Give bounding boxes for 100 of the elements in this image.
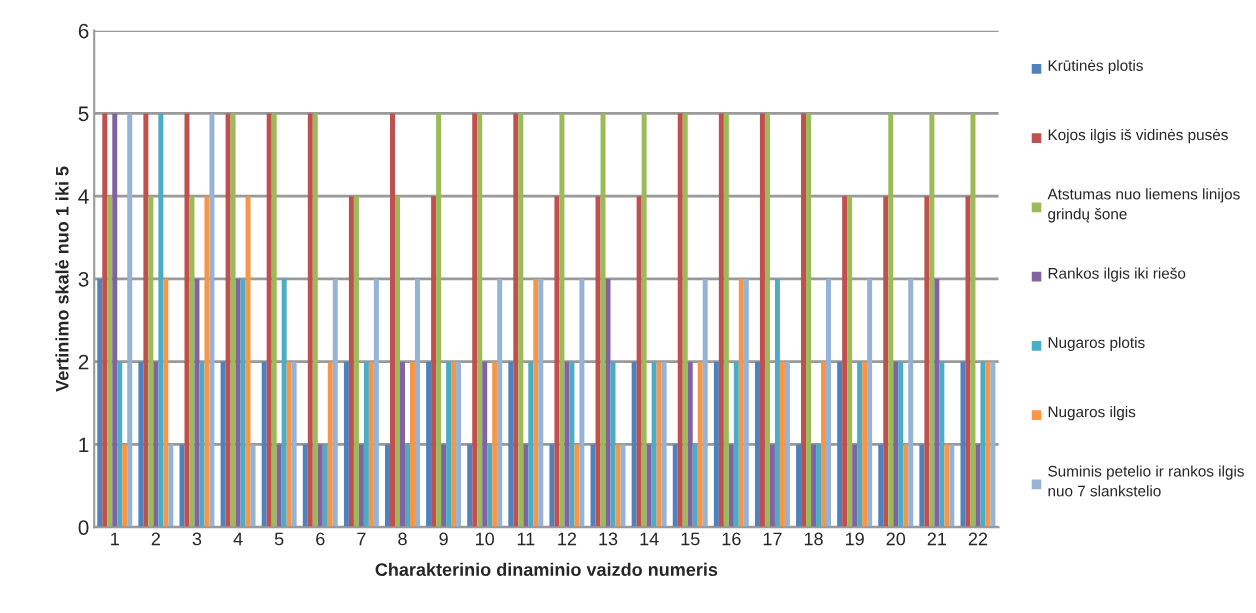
bar <box>451 361 457 528</box>
bar <box>395 196 400 528</box>
bar <box>944 444 950 528</box>
bar <box>651 361 657 528</box>
bar <box>358 444 364 528</box>
bar <box>631 361 637 528</box>
bar <box>554 196 560 528</box>
legend-label: Nugaros ilgis <box>1048 406 1136 421</box>
legend-label: Atstumas nuo liemens linijos grindų šone <box>1047 188 1240 223</box>
bar <box>600 113 606 528</box>
x-axis-title: Charakterinio dinaminio vaizdo numeris <box>375 562 718 577</box>
bar <box>538 278 544 528</box>
bar <box>107 196 113 528</box>
bar <box>163 278 169 528</box>
bar <box>363 361 369 528</box>
bar <box>513 113 519 528</box>
bar <box>847 196 853 528</box>
bar <box>102 113 108 528</box>
bar <box>641 113 647 528</box>
bar <box>209 113 215 528</box>
x-tick-label: 4 <box>233 532 243 546</box>
x-tick-label: 13 <box>599 532 618 546</box>
x-tick-label: 17 <box>763 532 782 546</box>
x-tick-label: 19 <box>845 532 864 546</box>
bar <box>990 361 996 528</box>
bar <box>404 444 410 528</box>
bar <box>271 113 277 528</box>
bar <box>307 113 313 528</box>
bar <box>774 278 780 528</box>
bar <box>564 361 570 528</box>
bar <box>261 361 267 528</box>
bar <box>184 113 190 528</box>
bar <box>754 361 760 528</box>
bar <box>492 361 498 528</box>
bar <box>769 444 775 528</box>
bar <box>312 113 318 528</box>
bar <box>245 196 251 528</box>
x-tick-label: 18 <box>804 532 823 546</box>
bar <box>965 196 971 528</box>
legend-label: Kojos ilgis iš vidinės pusės <box>1048 128 1228 144</box>
x-tick-label: 5 <box>274 532 284 546</box>
bar <box>409 361 415 528</box>
bar <box>713 361 719 528</box>
x-tick-label: 7 <box>357 532 366 546</box>
bar <box>672 444 678 528</box>
bar <box>677 113 683 528</box>
bar <box>569 361 575 528</box>
x-tick-label: 20 <box>886 532 906 546</box>
bar <box>985 361 991 528</box>
bar <box>692 444 698 528</box>
bar <box>199 361 205 528</box>
bar <box>898 361 904 528</box>
bar <box>590 444 596 528</box>
bar <box>682 113 688 528</box>
bar <box>857 361 863 528</box>
x-tick-label: 21 <box>927 532 947 546</box>
bar <box>343 361 349 528</box>
bar <box>138 361 144 528</box>
x-tick-label: 22 <box>968 532 988 546</box>
bar <box>472 113 478 528</box>
bar <box>281 278 287 528</box>
bar <box>883 196 889 528</box>
y-tick-label: 2 <box>78 354 89 370</box>
bar <box>286 361 292 528</box>
bar <box>189 196 195 528</box>
x-tick-label: 11 <box>517 532 535 546</box>
bar <box>127 113 133 528</box>
bar <box>327 361 333 528</box>
bar <box>837 361 843 528</box>
bar <box>718 113 724 528</box>
bar <box>697 361 703 528</box>
bar <box>908 278 914 528</box>
x-tick-label: 14 <box>640 532 659 546</box>
bar <box>220 361 226 528</box>
bar <box>595 196 601 528</box>
bar <box>348 196 354 528</box>
bar <box>368 361 374 528</box>
bar <box>414 278 420 528</box>
bar <box>235 278 241 528</box>
bar <box>266 113 272 528</box>
bar <box>112 113 118 528</box>
bar <box>579 278 585 528</box>
bar <box>518 113 524 528</box>
bar <box>852 444 858 528</box>
bar <box>204 196 210 528</box>
bar <box>446 361 452 528</box>
x-tick-label: 2 <box>151 532 160 546</box>
bar <box>168 444 174 528</box>
bar <box>148 196 154 528</box>
legend-label: Rankos ilgis iki riešo <box>1048 267 1186 282</box>
bar <box>508 361 514 528</box>
x-tick-label: 10 <box>476 532 495 546</box>
bar <box>436 113 442 528</box>
bar <box>230 113 236 528</box>
y-tick-label: 5 <box>78 106 89 122</box>
y-tick-label: 3 <box>78 271 89 287</box>
bar <box>477 113 483 528</box>
bar <box>878 444 884 528</box>
bar <box>400 361 405 528</box>
bar <box>574 444 580 528</box>
